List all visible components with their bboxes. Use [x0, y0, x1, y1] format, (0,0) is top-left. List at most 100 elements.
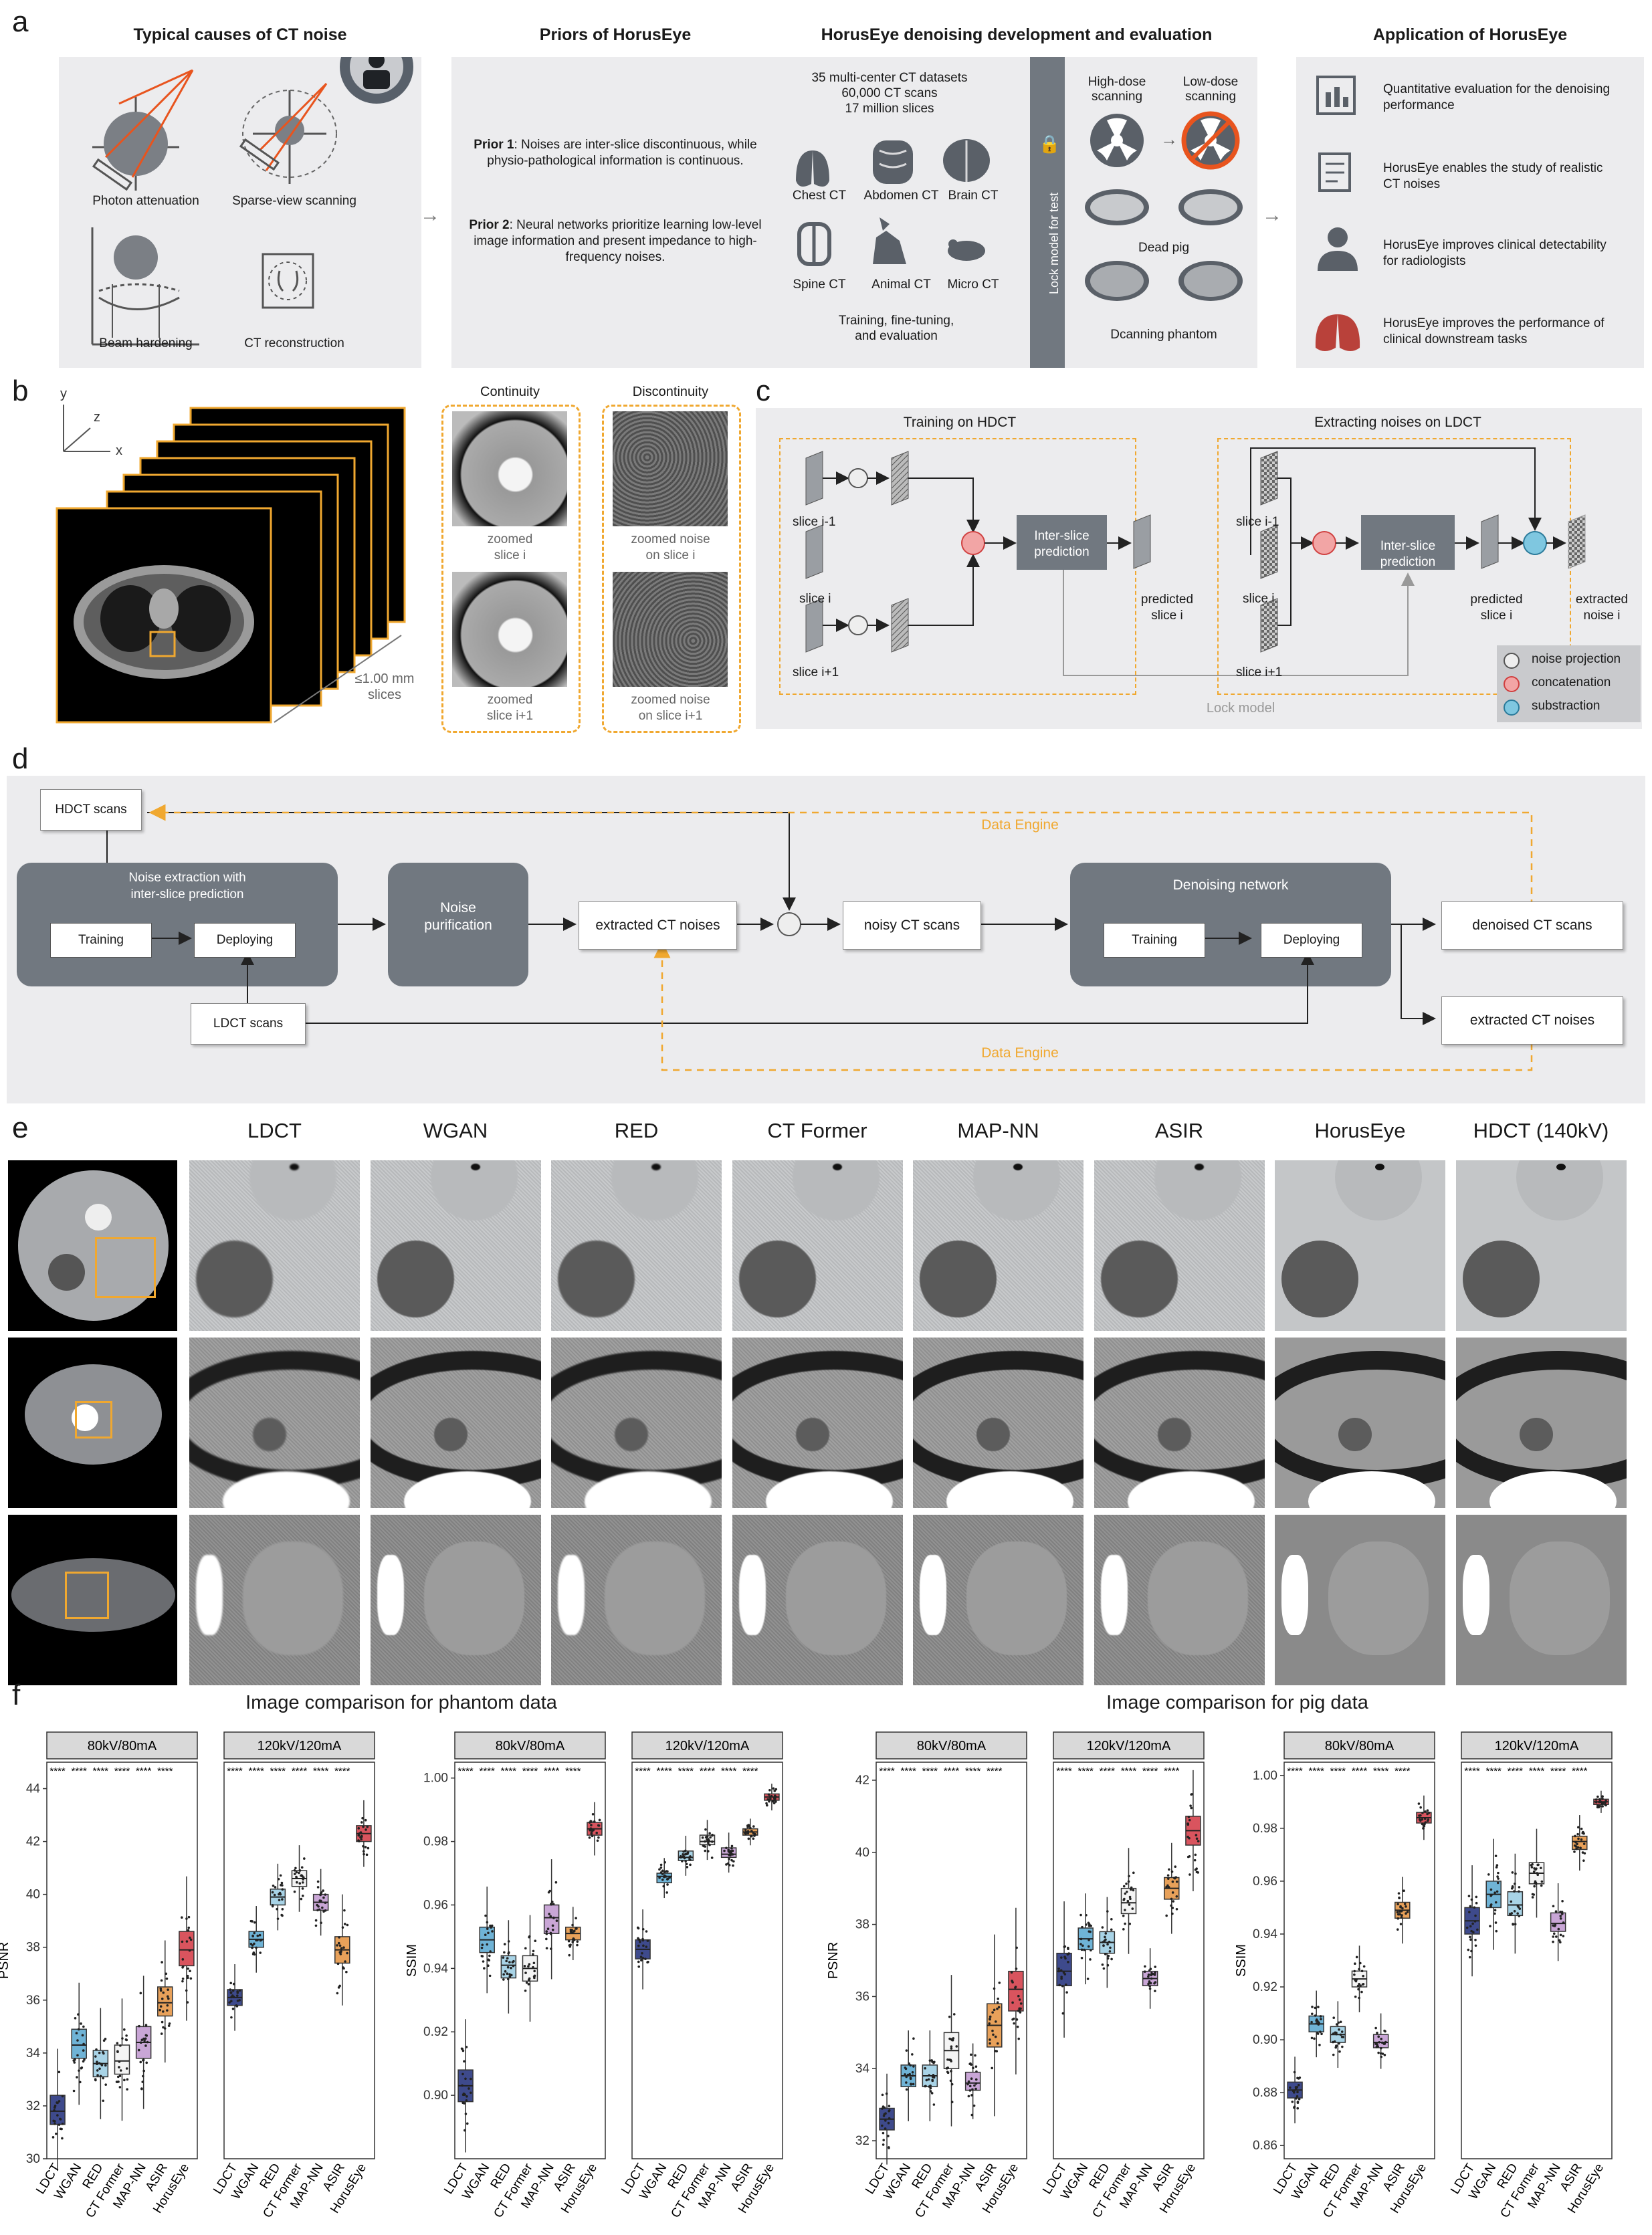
data-point [1189, 1804, 1192, 1807]
data-point [665, 1891, 668, 1894]
significance-label: **** [1486, 1766, 1502, 1777]
causes-illustrations [91, 57, 413, 346]
data-point [968, 2089, 972, 2092]
data-point [168, 2022, 171, 2025]
significance-label: **** [114, 1766, 130, 1777]
discontinuity-box [602, 405, 741, 733]
doctor-icon [1318, 227, 1358, 271]
data-point [1292, 2091, 1296, 2094]
data-point [1019, 2002, 1023, 2005]
data-point [772, 1797, 776, 1800]
data-point [704, 1828, 707, 1831]
data-point [1081, 1925, 1083, 1929]
data-point [1171, 1891, 1174, 1894]
y-tick-label: 0.98 [423, 1835, 448, 1849]
data-point [161, 1961, 163, 1963]
data-point [1362, 1983, 1365, 1986]
data-point [1171, 1912, 1174, 1915]
data-point [253, 1921, 256, 1924]
data-point [162, 2026, 165, 2029]
data-point [1083, 1948, 1086, 1951]
significance-label: **** [136, 1766, 152, 1777]
data-point [1319, 2030, 1322, 2033]
data-point [912, 2083, 915, 2086]
data-point [772, 1799, 775, 1802]
data-point [1355, 1955, 1358, 1959]
data-point [1604, 1803, 1607, 1806]
app-2: HorusEye enables the study of realistic C… [1383, 161, 1603, 191]
data-point [645, 1945, 648, 1948]
y-tick-label: 0.92 [423, 2025, 448, 2039]
data-point [730, 1858, 733, 1862]
significance-label: **** [1572, 1766, 1588, 1777]
data-point [949, 2079, 952, 2083]
data-point [593, 1820, 596, 1823]
data-point [1422, 1827, 1425, 1830]
data-point [1514, 1923, 1517, 1926]
data-point [181, 1980, 184, 1983]
ct-chest-slice [74, 565, 254, 679]
significance-label: **** [742, 1766, 758, 1777]
data-point [280, 1913, 283, 1917]
data-point [1013, 2022, 1015, 2025]
data-point [1353, 1974, 1356, 1976]
data-point [144, 2024, 148, 2026]
data-point [701, 1836, 704, 1839]
extracted-out-box: extracted CT noises [1441, 996, 1623, 1045]
data-point [1465, 1926, 1469, 1929]
data-point [251, 1946, 253, 1949]
data-point [360, 1821, 363, 1824]
significance-label: **** [501, 1766, 517, 1777]
data-point [1534, 1882, 1538, 1885]
data-point [993, 2008, 996, 2012]
data-point [167, 1997, 170, 2000]
data-point [645, 1930, 648, 1933]
data-point [1126, 1891, 1128, 1893]
data-point [727, 1848, 730, 1852]
data-point [1127, 1880, 1130, 1883]
data-point [525, 1981, 528, 1984]
box [543, 1904, 560, 1934]
data-point [708, 1832, 711, 1835]
data-point [162, 2010, 165, 2013]
data-point [905, 2081, 908, 2084]
data-point [1109, 1946, 1112, 1949]
data-point [1603, 1801, 1607, 1804]
data-point [1167, 1886, 1170, 1889]
data-point [159, 1987, 163, 1990]
data-point [503, 1943, 506, 1945]
data-point [1495, 1866, 1498, 1869]
data-point [58, 2100, 61, 2103]
data-point [991, 2029, 994, 2032]
data-point [502, 1956, 505, 1959]
data-point [728, 1850, 731, 1853]
data-point [1423, 1817, 1427, 1820]
data-point [590, 1832, 593, 1834]
data-point [528, 1977, 531, 1980]
data-point [970, 2077, 973, 2081]
data-point [1562, 1921, 1565, 1924]
data-point [1552, 1932, 1556, 1935]
data-point [1057, 1967, 1060, 1970]
comparison-image [370, 1160, 541, 1331]
data-point [1383, 2042, 1386, 2045]
data-point [125, 2067, 128, 2070]
data-point [1383, 2029, 1386, 2032]
data-point [1011, 2001, 1014, 2004]
data-point [1058, 1984, 1061, 1987]
data-point [230, 2016, 233, 2019]
data-point [533, 1970, 536, 1973]
data-point [1102, 1941, 1104, 1943]
data-point [186, 1974, 189, 1978]
data-point [1067, 1961, 1069, 1963]
comparison-image [189, 1515, 360, 1685]
data-point [1295, 2097, 1298, 2100]
data-point [1474, 1944, 1477, 1947]
ct-scanner-icon [340, 57, 413, 104]
data-point [1576, 1842, 1578, 1846]
data-point [772, 1802, 776, 1805]
dead-pig-label: Dead pig [1138, 241, 1190, 255]
data-point [118, 2074, 122, 2078]
data-point [765, 1802, 768, 1805]
data-point [706, 1850, 710, 1852]
